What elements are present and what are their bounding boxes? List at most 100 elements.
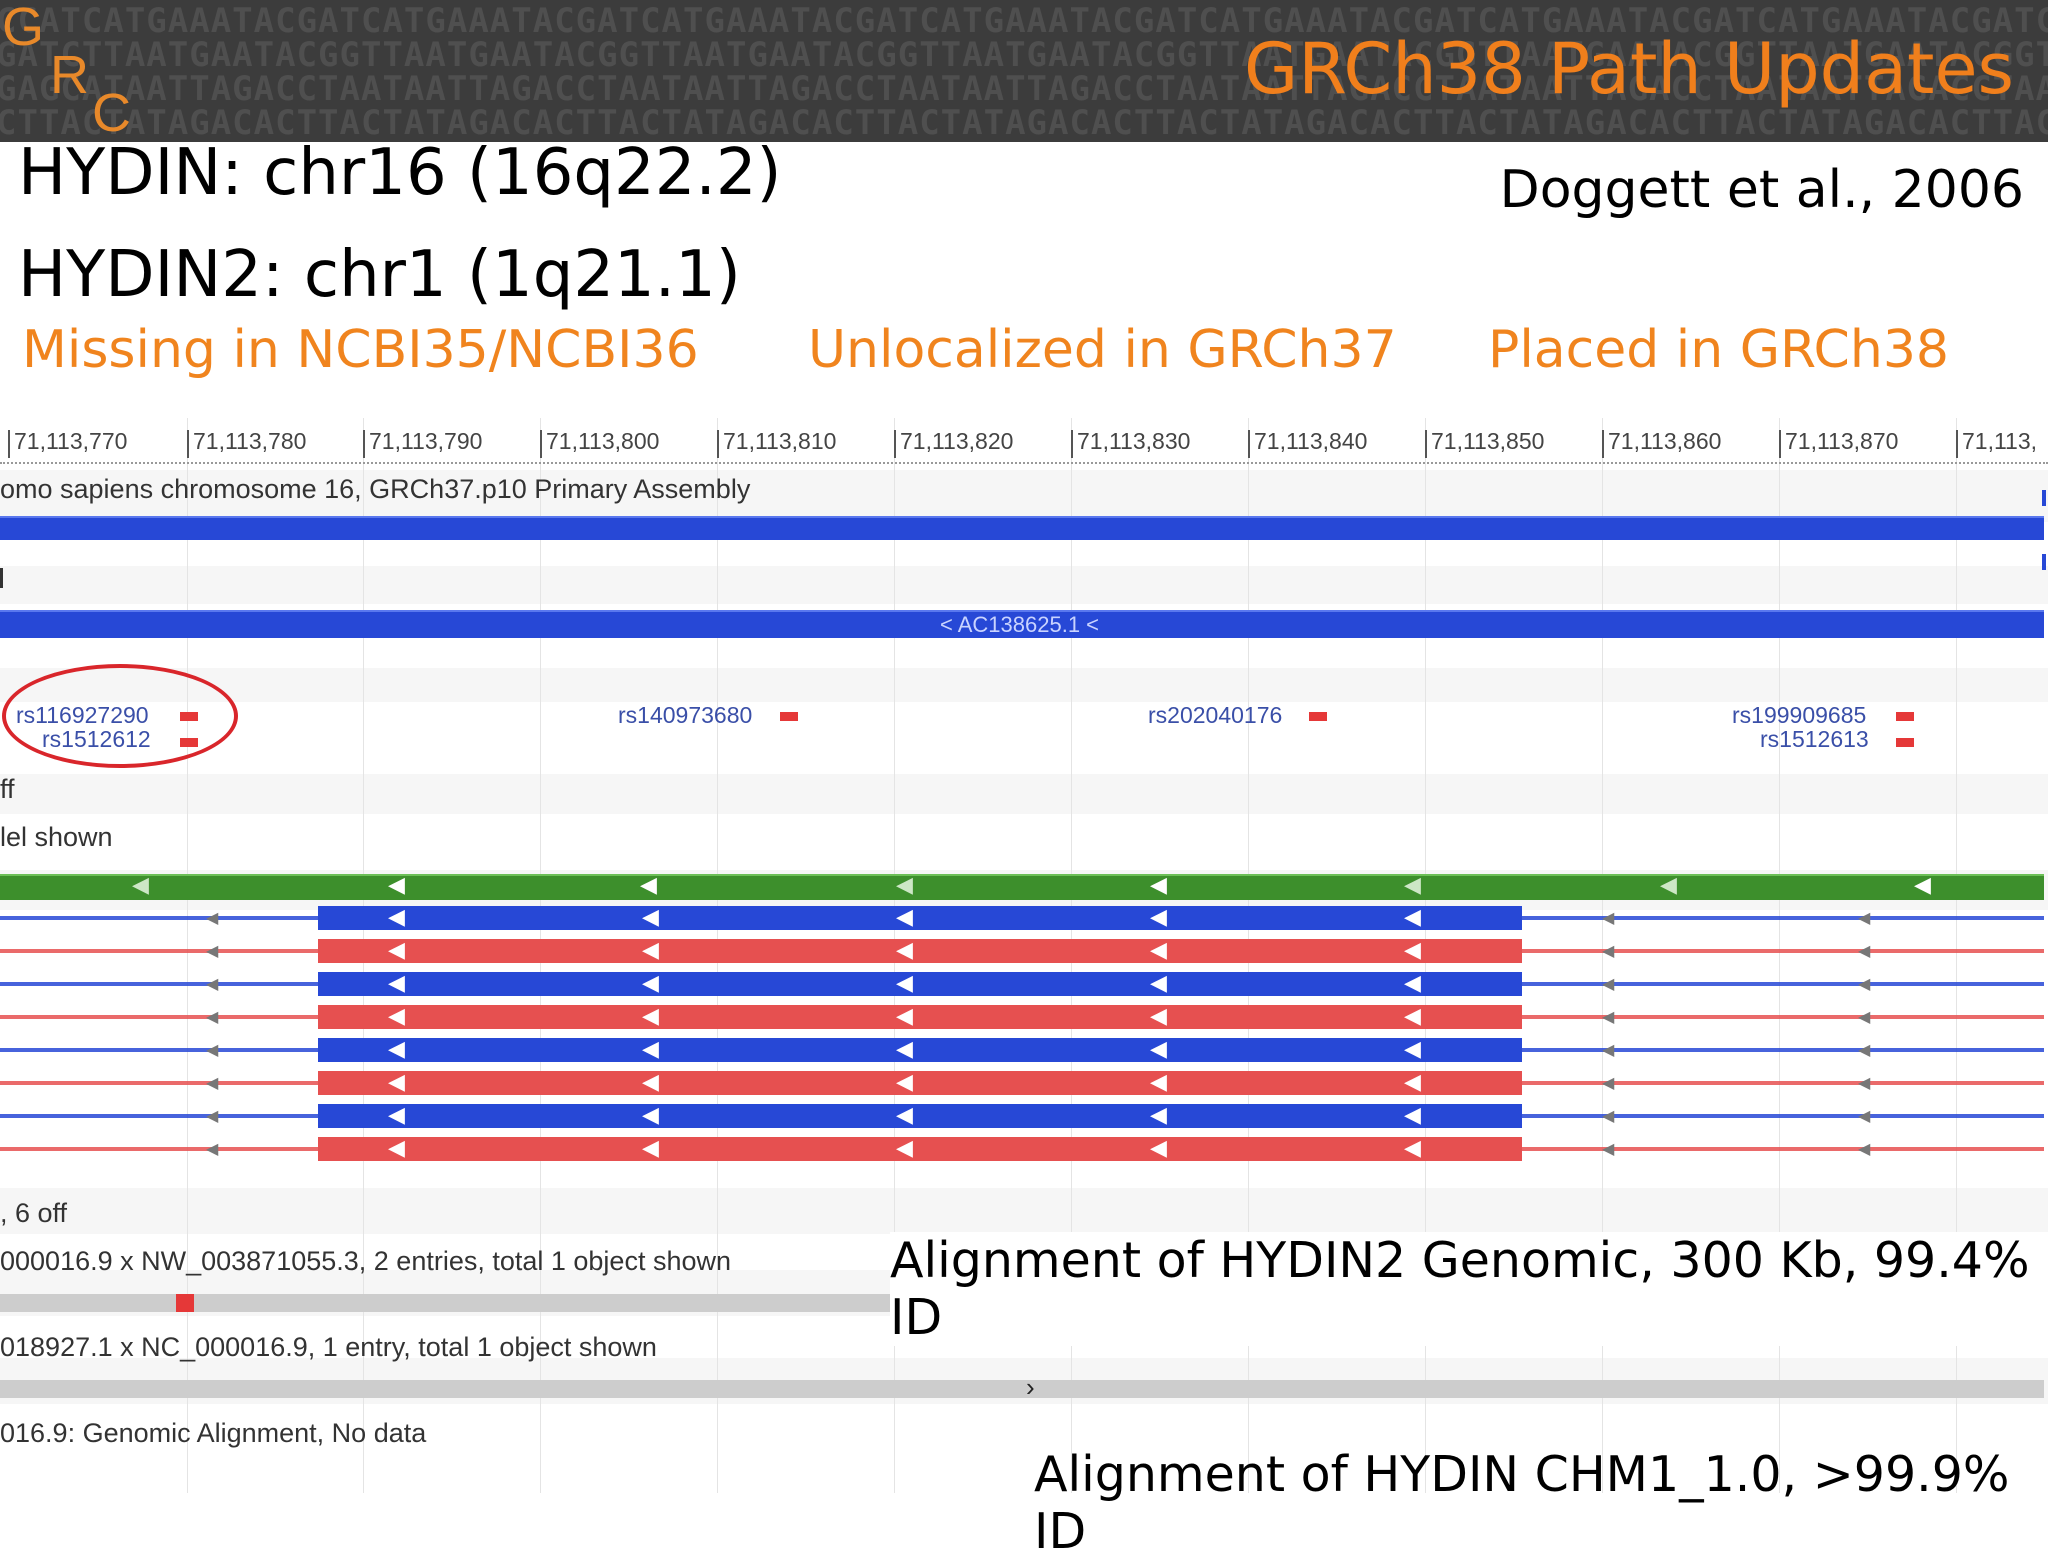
strand-arrow-icon: ◀ bbox=[1602, 974, 1615, 993]
snp-label[interactable]: rs202040176 bbox=[1148, 702, 1283, 728]
ruler-tick-mark bbox=[1779, 430, 1781, 458]
strand-arrow-icon: ◀ bbox=[896, 905, 913, 930]
citation: Doggett et al., 2006 bbox=[1499, 160, 2024, 220]
track-band bbox=[0, 566, 2048, 604]
snp-marker[interactable] bbox=[1309, 712, 1327, 721]
dna-sequence-row: GATCTTAATGAATACGGTTAATGAATACGGTTAATGAATA… bbox=[0, 35, 2048, 75]
ruler-tick-label: 71,113,800 bbox=[546, 428, 660, 454]
dna-sequence-row: CTTACTATAGACACTTACTATAGACACTTACTATAGACAC… bbox=[0, 103, 2048, 142]
ruler-tick-label: 71,113,840 bbox=[1254, 428, 1368, 454]
strand-arrow-icon: ◀ bbox=[1602, 1007, 1615, 1026]
track-edge-mark bbox=[2042, 490, 2046, 506]
chevron-right-icon: › bbox=[1026, 1372, 1035, 1402]
ruler-tick-mark bbox=[540, 430, 542, 458]
transcript-exon-block[interactable] bbox=[318, 1038, 1522, 1062]
ruler-tick-label: 71,113,790 bbox=[369, 428, 483, 454]
strand-arrow-icon: ◀ bbox=[1404, 971, 1421, 996]
alignment-track-title: 018927.1 x NC_000016.9, 1 entry, total 1… bbox=[0, 1332, 657, 1362]
strand-arrow-icon: ◀ bbox=[1404, 938, 1421, 963]
ruler-tick-mark bbox=[8, 430, 10, 458]
strand-arrow-icon: ◀ bbox=[1404, 1004, 1421, 1029]
strand-arrow-icon: ◀ bbox=[896, 1037, 913, 1062]
strand-arrow-icon: ◀ bbox=[1150, 1070, 1167, 1095]
strand-arrow-icon: ◀ bbox=[1150, 905, 1167, 930]
strand-arrow-icon: ◀ bbox=[1858, 908, 1871, 927]
ruler-tick-mark bbox=[717, 430, 719, 458]
strand-arrow-icon: ◀ bbox=[206, 1040, 219, 1059]
snp-label[interactable]: rs1512613 bbox=[1760, 726, 1869, 752]
ruler-tick-label: 71,113,870 bbox=[1785, 428, 1899, 454]
strand-arrow-icon: ◀ bbox=[642, 1037, 659, 1062]
track-band bbox=[0, 470, 2048, 522]
status-placed: Placed in GRCh38 bbox=[1488, 320, 1949, 380]
strand-arrow-icon: ◀ bbox=[1150, 938, 1167, 963]
ruler-tick-label: 71,113,860 bbox=[1608, 428, 1722, 454]
ruler-tick-label: 71,113,810 bbox=[723, 428, 837, 454]
strand-arrow-icon: ◀ bbox=[896, 873, 913, 898]
snp-marker[interactable] bbox=[1896, 738, 1914, 747]
transcript-exon-block[interactable] bbox=[318, 1137, 1522, 1161]
transcript-exon-block[interactable] bbox=[318, 1005, 1522, 1029]
strand-arrow-icon: ◀ bbox=[206, 941, 219, 960]
snp-label[interactable]: rs140973680 bbox=[618, 702, 753, 728]
transcript-exon-block[interactable] bbox=[318, 1071, 1522, 1095]
hydin2-location: HYDIN2: chr1 (1q21.1) bbox=[18, 238, 741, 312]
clone-label: < AC138625.1 < bbox=[940, 612, 1100, 637]
ruler-tick-mark bbox=[1602, 430, 1604, 458]
alignment-bar[interactable] bbox=[0, 1380, 2044, 1398]
strand-arrow-icon: ◀ bbox=[388, 938, 405, 963]
strand-arrow-icon: ◀ bbox=[1150, 1103, 1167, 1128]
strand-arrow-icon: ◀ bbox=[388, 905, 405, 930]
strand-arrow-icon: ◀ bbox=[1404, 1037, 1421, 1062]
track-band bbox=[0, 774, 2048, 814]
strand-arrow-icon: ◀ bbox=[206, 1007, 219, 1026]
status-missing: Missing in NCBI35/NCBI36 bbox=[22, 320, 699, 380]
track-edge-mark bbox=[0, 568, 3, 588]
strand-arrow-icon: ◀ bbox=[206, 1139, 219, 1158]
strand-arrow-icon: ◀ bbox=[1858, 1040, 1871, 1059]
gene-bar[interactable] bbox=[0, 874, 2044, 900]
strand-arrow-icon: ◀ bbox=[1858, 1073, 1871, 1092]
grid-line bbox=[187, 418, 188, 1493]
strand-arrow-icon: ◀ bbox=[1602, 908, 1615, 927]
genome-viewer[interactable]: 71,113,770 71,113,780 71,113,790 71,113,… bbox=[0, 418, 2048, 1493]
ruler-tick-mark bbox=[894, 430, 896, 458]
track-edge-mark bbox=[2042, 554, 2046, 570]
strand-arrow-icon: ◀ bbox=[1602, 1139, 1615, 1158]
ruler-tick-label: 71,113,780 bbox=[193, 428, 307, 454]
strand-arrow-icon: ◀ bbox=[388, 1136, 405, 1161]
strand-arrow-icon: ◀ bbox=[642, 971, 659, 996]
strand-arrow-icon: ◀ bbox=[642, 938, 659, 963]
track-off-label: ff bbox=[0, 774, 15, 804]
snp-marker[interactable] bbox=[780, 712, 798, 721]
slide-title: GRCh38 Path Updates bbox=[1244, 28, 2014, 110]
transcript-exon-block[interactable] bbox=[318, 906, 1522, 930]
transcript-exon-block[interactable] bbox=[318, 939, 1522, 963]
alignment-track-title: 000016.9 x NW_003871055.3, 2 entries, to… bbox=[0, 1246, 731, 1276]
transcript-exon-block[interactable] bbox=[318, 972, 1522, 996]
strand-arrow-icon: ◀ bbox=[1858, 1007, 1871, 1026]
clone-bar[interactable] bbox=[0, 610, 2044, 638]
snp-label[interactable]: rs199909685 bbox=[1732, 702, 1867, 728]
track-band bbox=[0, 1188, 2048, 1234]
strand-arrow-icon: ◀ bbox=[206, 974, 219, 993]
strand-arrow-icon: ◀ bbox=[896, 938, 913, 963]
sequence-bar[interactable] bbox=[0, 516, 2044, 540]
strand-arrow-icon: ◀ bbox=[896, 971, 913, 996]
strand-arrow-icon: ◀ bbox=[896, 1004, 913, 1029]
strand-arrow-icon: ◀ bbox=[1858, 1106, 1871, 1125]
strand-arrow-icon: ◀ bbox=[1150, 1037, 1167, 1062]
track-band bbox=[0, 668, 2048, 702]
ruler-tick-mark bbox=[187, 430, 189, 458]
snp-marker[interactable] bbox=[1896, 712, 1914, 721]
strand-arrow-icon: ◀ bbox=[1404, 1103, 1421, 1128]
transcript-exon-block[interactable] bbox=[318, 1104, 1522, 1128]
ruler-tick-label: 71,113,830 bbox=[1077, 428, 1191, 454]
strand-arrow-icon: ◀ bbox=[1858, 941, 1871, 960]
alignment-mismatch-marker bbox=[176, 1294, 194, 1312]
hydin-location: HYDIN: chr16 (16q22.2) bbox=[18, 136, 782, 210]
strand-arrow-icon: ◀ bbox=[1404, 1070, 1421, 1095]
strand-arrow-icon: ◀ bbox=[388, 1037, 405, 1062]
strand-arrow-icon: ◀ bbox=[206, 908, 219, 927]
strand-arrow-icon: ◀ bbox=[642, 1103, 659, 1128]
